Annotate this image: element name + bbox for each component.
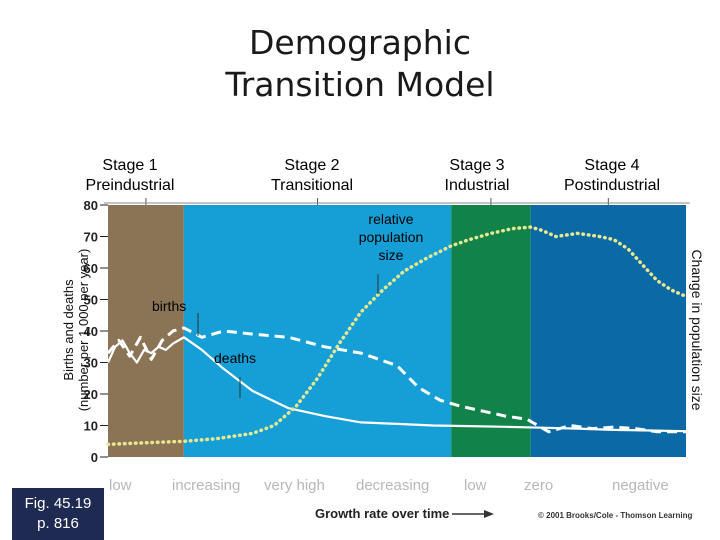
y-tick-label-80: 80 (84, 198, 98, 213)
births-annotation: births (152, 298, 187, 314)
population-annotation-line-1: relative (368, 211, 414, 227)
y-axis-label-right: Change in population size (689, 249, 705, 411)
stage-3-sub: Industrial (444, 177, 510, 194)
series-relative-population-size (106, 225, 688, 447)
y-tick-label-20: 20 (84, 387, 98, 402)
y-tick-label-10: 10 (84, 419, 98, 434)
figure-reference: Fig. 45.19 p. 816 (12, 488, 104, 540)
growth-rate-low: low (109, 477, 132, 494)
growth-rate-zero: zero (524, 477, 554, 494)
stage-2-label: Stage 2 Transitional (237, 156, 387, 196)
stage-4-name: Stage 4 (584, 157, 640, 174)
y-tick-label-40: 40 (84, 324, 98, 339)
y-tick-label-60: 60 (84, 261, 98, 276)
y-tick-label-30: 30 (84, 356, 98, 371)
title-line-2: Transition Model (225, 65, 495, 104)
deaths-annotation: deaths (214, 350, 257, 366)
series-deaths (107, 336, 687, 433)
series-births (106, 326, 686, 434)
stage-1-sub: Preindustrial (85, 177, 175, 194)
stage-4-band (530, 205, 686, 457)
figure-number: Fig. 45.19 (24, 495, 92, 512)
title-line-1: Demographic (249, 23, 471, 62)
figure-page: p. 816 (37, 515, 79, 532)
x-axis-label: Growth rate over time (315, 506, 449, 521)
growth-rate-very-high: very high (264, 477, 325, 494)
growth-rate-increasing: increasing (172, 477, 241, 494)
growth-rate-decreasing: decreasing (356, 477, 430, 494)
stage-3-band (451, 205, 531, 457)
stage-4-sub: Postindustrial (563, 177, 661, 194)
stage-3-label: Stage 3 Industrial (402, 156, 552, 196)
y-axis-label-left: Births and deaths (number per 1,000 per … (61, 249, 91, 412)
y-tick-label-50: 50 (84, 293, 98, 308)
x-axis-label-text: Growth rate over time (315, 506, 450, 521)
stage-2-sub: Transitional (270, 177, 354, 194)
population-annotation-line-3: size (378, 247, 404, 263)
y-tick-label-0: 0 (91, 450, 98, 465)
growth-rate-negative: negative (612, 477, 669, 494)
population-annotation: relative population size (348, 210, 434, 264)
credit-text: © 2001 Brooks/Cole - Thomson Learning (538, 511, 693, 520)
stage-1-name: Stage 1 (102, 157, 158, 174)
y-axis-label-main: Births and deaths (61, 279, 76, 381)
stage-2-name: Stage 2 (284, 157, 340, 174)
y-axis-label-sub: (number per 1,000 per year) (76, 248, 91, 412)
population-annotation-line-2: population (358, 229, 424, 245)
growth-rate-low-2: low (464, 477, 487, 494)
stage-4-label: Stage 4 Postindustrial (537, 156, 687, 196)
stage-1-label: Stage 1 Preindustrial (55, 156, 205, 196)
page-title: Demographic Transition Model (0, 22, 720, 106)
stage-3-name: Stage 3 (449, 157, 505, 174)
y-tick-label-70: 70 (84, 230, 98, 245)
